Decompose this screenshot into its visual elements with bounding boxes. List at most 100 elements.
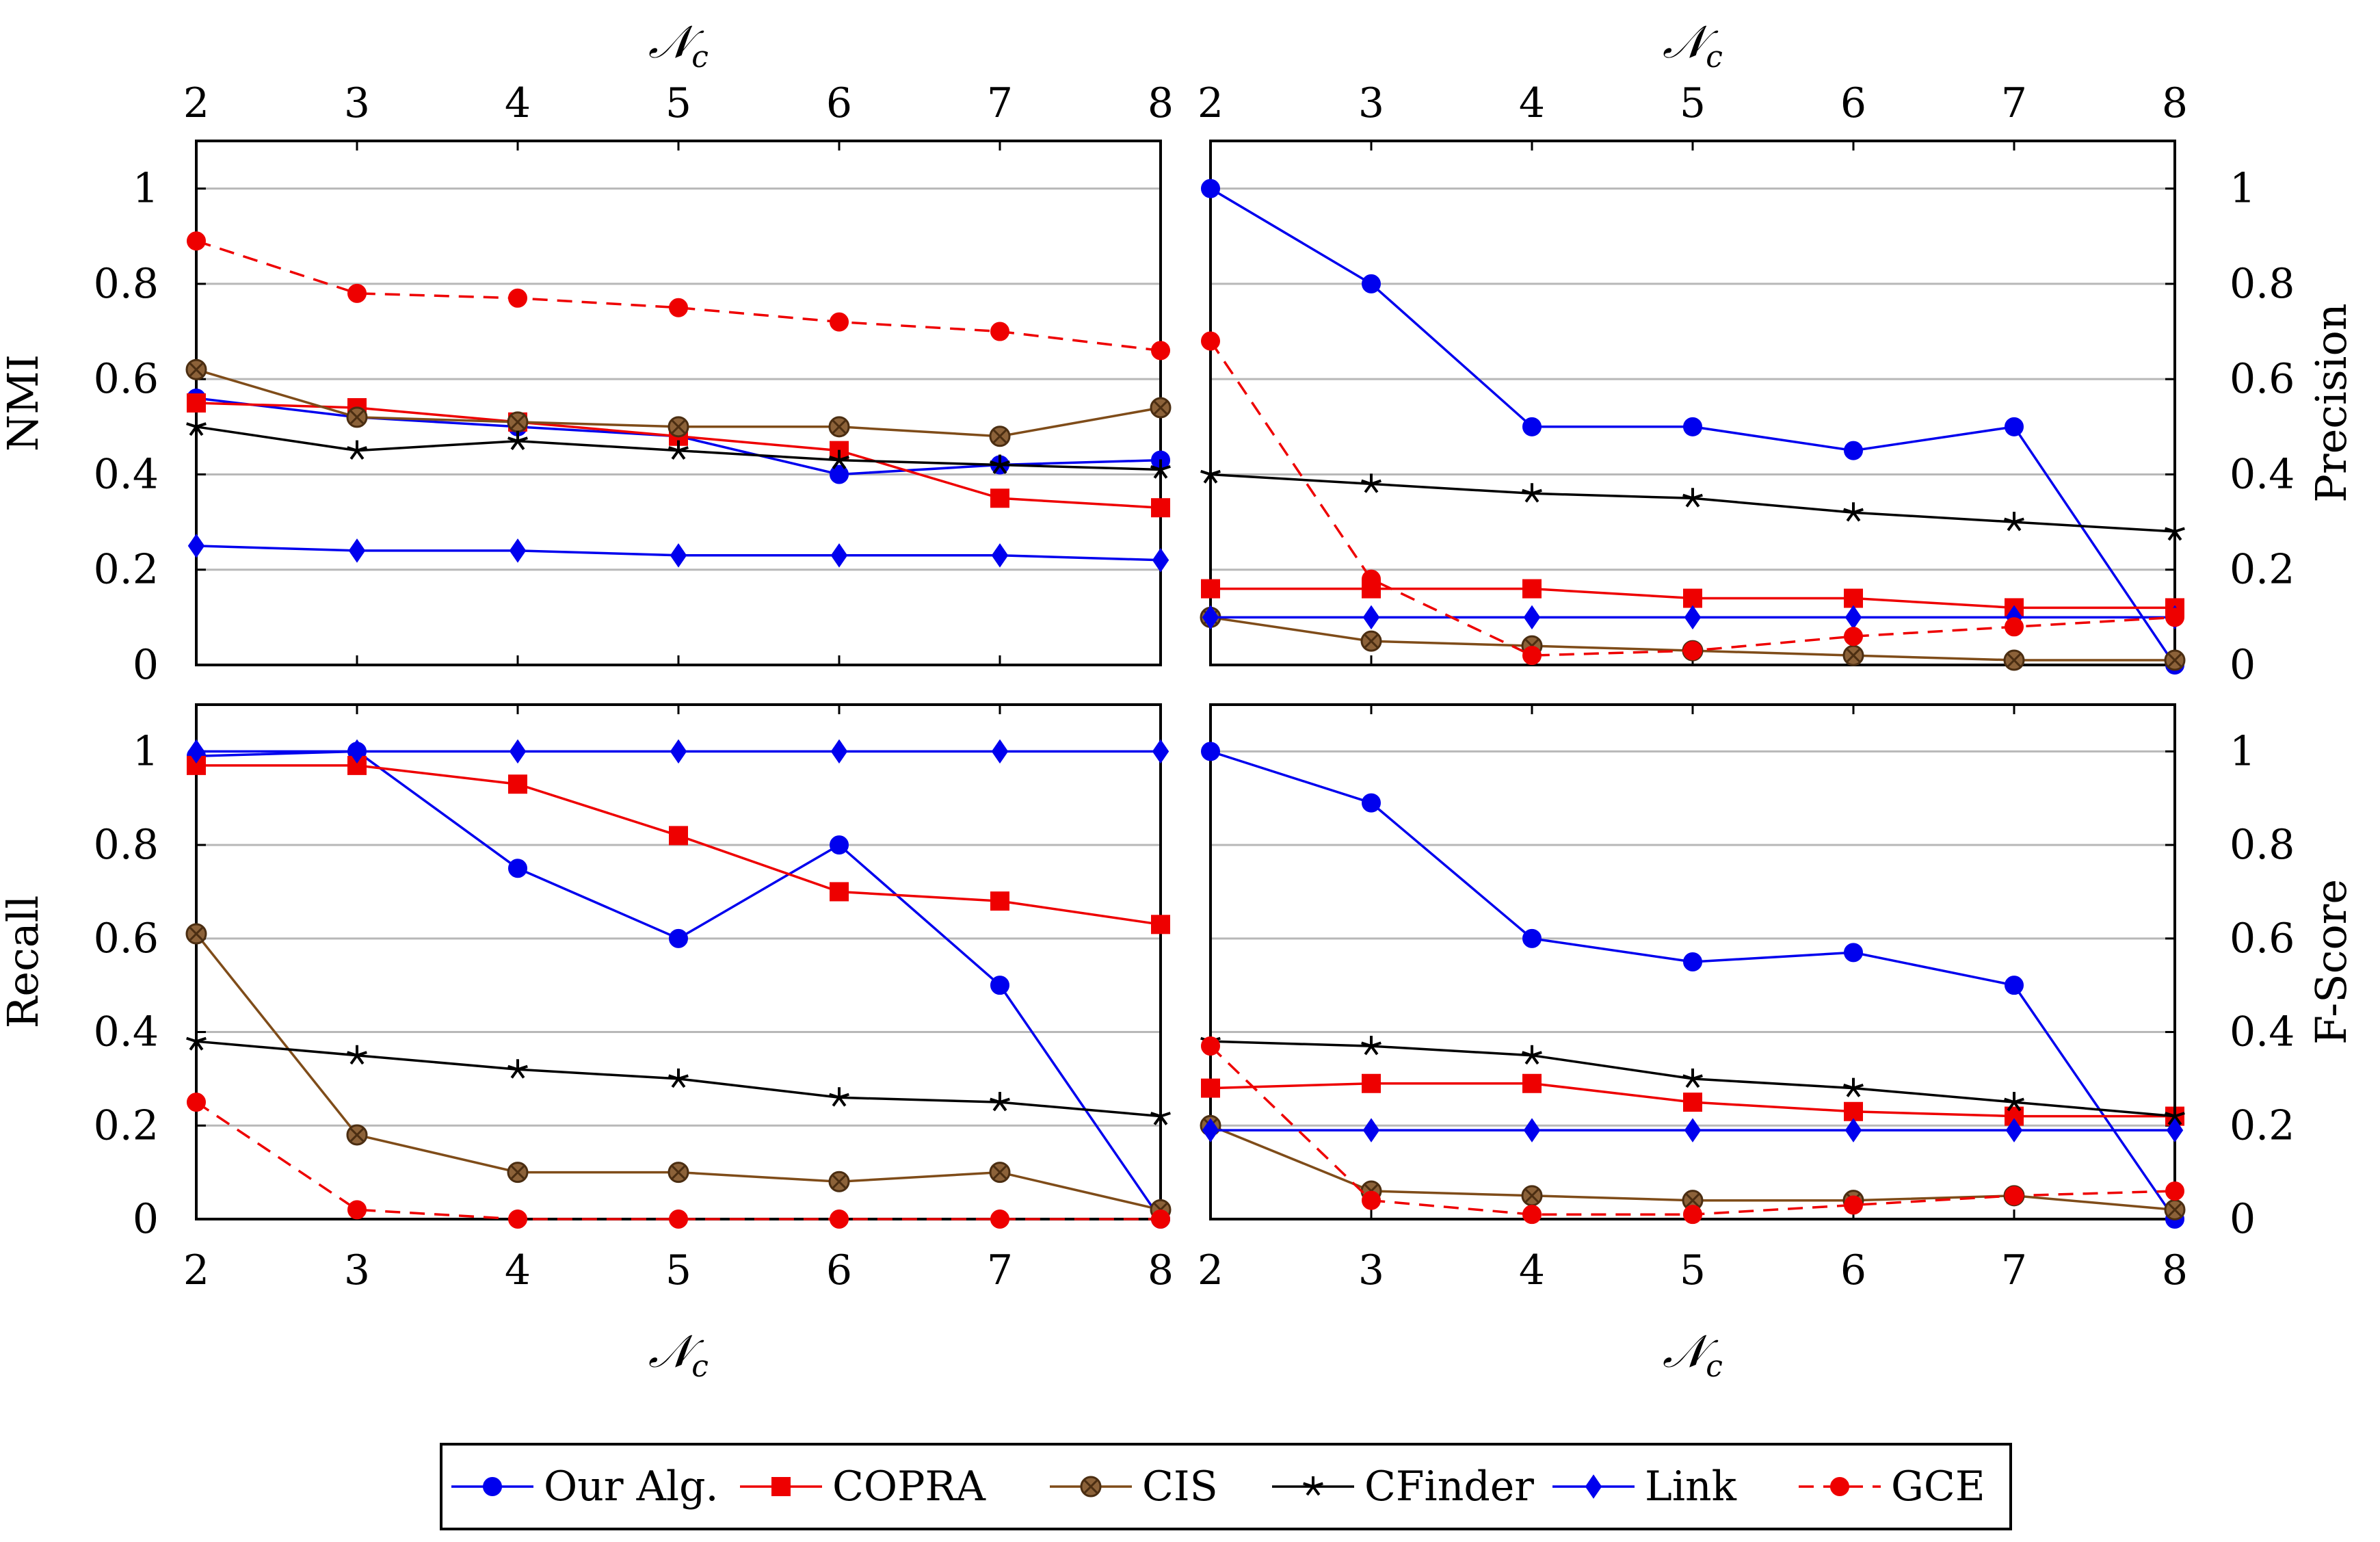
legend-entry-cfinder: CFinder: [1272, 1463, 1534, 1511]
legend-marker-our-alg: [483, 1477, 502, 1496]
point-cis-cross: [1846, 648, 1861, 664]
x-tick-label: 6: [1840, 79, 1866, 127]
y-tick-label: 0.4: [2230, 450, 2295, 498]
point-cfinder: [1361, 473, 1381, 493]
point-copra: [1201, 1078, 1220, 1098]
series-gce: [1201, 331, 2184, 666]
point-cfinder: [1200, 464, 1221, 484]
x-tick-label: 8: [2162, 79, 2188, 127]
x-axis-title-subscript: c: [691, 1349, 709, 1384]
x-tick-label: 5: [1680, 1246, 1706, 1294]
x-axis-title: 𝒩c: [1663, 16, 1723, 75]
point-gce: [2165, 1181, 2184, 1201]
y-tick-label: 0.8: [2230, 821, 2295, 869]
x-tick-label: 5: [665, 79, 691, 127]
point-cfinder: [186, 1031, 207, 1051]
legend-marker-cis-cross: [1083, 1479, 1098, 1494]
point-gce: [1151, 341, 1170, 361]
point-link: [991, 739, 1009, 764]
series-gce: [187, 1093, 1170, 1229]
point-gce: [347, 283, 367, 303]
point-cfinder: [668, 440, 689, 460]
point-cis: [1521, 1185, 1543, 1207]
y-tick-label: 0: [2230, 1195, 2256, 1243]
point-cis: [989, 426, 1011, 447]
point-our-alg: [1844, 441, 1863, 460]
legend-label-copra: COPRA: [832, 1463, 986, 1511]
point-link: [1523, 605, 1541, 630]
series-link: [187, 534, 1169, 573]
x-tick-label: 7: [987, 1246, 1013, 1294]
point-cis-cross: [510, 1164, 525, 1180]
point-gce: [1201, 1036, 1220, 1056]
series-link: [1202, 1118, 2184, 1142]
point-cfinder: [1150, 1106, 1171, 1125]
series-cis: [185, 923, 1172, 1220]
point-cis: [507, 1162, 529, 1184]
point-gce: [1522, 646, 1542, 666]
point-cfinder: [990, 454, 1010, 474]
point-cis: [828, 1171, 850, 1192]
series-line-our-alg: [1210, 750, 2176, 1220]
point-cis: [667, 416, 689, 438]
x-tick-label: 8: [1148, 79, 1174, 127]
point-cis: [1682, 1190, 1704, 1212]
y-axis-title: F-Score: [2306, 879, 2356, 1045]
point-link: [830, 543, 848, 568]
series-cfinder: [186, 416, 1171, 479]
point-cfinder: [347, 440, 367, 460]
series-gce: [1201, 1036, 2184, 1225]
point-cfinder: [1843, 1077, 1864, 1097]
point-cis: [1150, 397, 1172, 419]
series-line-cfinder: [1210, 473, 2176, 533]
point-cis: [828, 416, 850, 438]
point-gce: [669, 1210, 688, 1229]
legend-entry-cis: CIS: [1050, 1463, 1218, 1511]
legend-label-our-alg: Our Alg.: [544, 1463, 719, 1511]
point-cfinder: [347, 1045, 367, 1065]
x-tick-label: 8: [2162, 1246, 2188, 1294]
point-gce: [990, 1210, 1009, 1229]
point-copra: [508, 774, 527, 794]
point-link: [1844, 605, 1862, 630]
x-tick-label: 6: [826, 79, 852, 127]
point-link: [1202, 1118, 1219, 1142]
x-tick-label: 4: [1519, 79, 1545, 127]
point-link: [991, 543, 1009, 568]
point-cis: [2164, 1199, 2186, 1220]
point-cfinder: [668, 1068, 689, 1088]
series-our-alg: [1201, 742, 2184, 1229]
series-gce: [187, 231, 1170, 361]
point-link: [1844, 1118, 1862, 1142]
series-our-alg: [187, 742, 1170, 1229]
point-cis-cross: [189, 362, 204, 378]
point-copra: [1844, 588, 1863, 608]
point-link: [830, 739, 848, 764]
y-tick-label: 1: [2230, 727, 2256, 775]
x-tick-label: 4: [505, 79, 531, 127]
y-tick-label: 0.6: [94, 915, 159, 963]
point-gce: [1844, 627, 1863, 646]
point-cis-cross: [2007, 653, 2022, 668]
point-cfinder: [186, 416, 207, 436]
point-cis-cross: [671, 419, 686, 434]
series-cfinder: [1200, 464, 2185, 541]
point-cis: [346, 406, 368, 428]
point-gce: [1683, 1205, 1702, 1225]
point-link: [187, 739, 205, 764]
point-link: [1684, 605, 1702, 630]
point-gce: [1362, 569, 1381, 589]
x-tick-label: 6: [826, 1246, 852, 1294]
legend-entry-gce: GCE: [1799, 1463, 1985, 1511]
point-link: [509, 538, 527, 563]
legend-entry-link: Link: [1552, 1463, 1737, 1511]
point-link: [1202, 605, 1219, 630]
point-cfinder: [1682, 488, 1703, 508]
y-tick-label: 0.8: [2230, 260, 2295, 308]
y-axis-title: Recall: [0, 896, 48, 1029]
point-our-alg: [990, 976, 1009, 995]
point-our-alg: [669, 928, 688, 948]
y-tick-label: 0: [2230, 641, 2256, 689]
x-tick-label: 2: [1198, 1246, 1224, 1294]
legend-marker-link: [1585, 1474, 1602, 1499]
